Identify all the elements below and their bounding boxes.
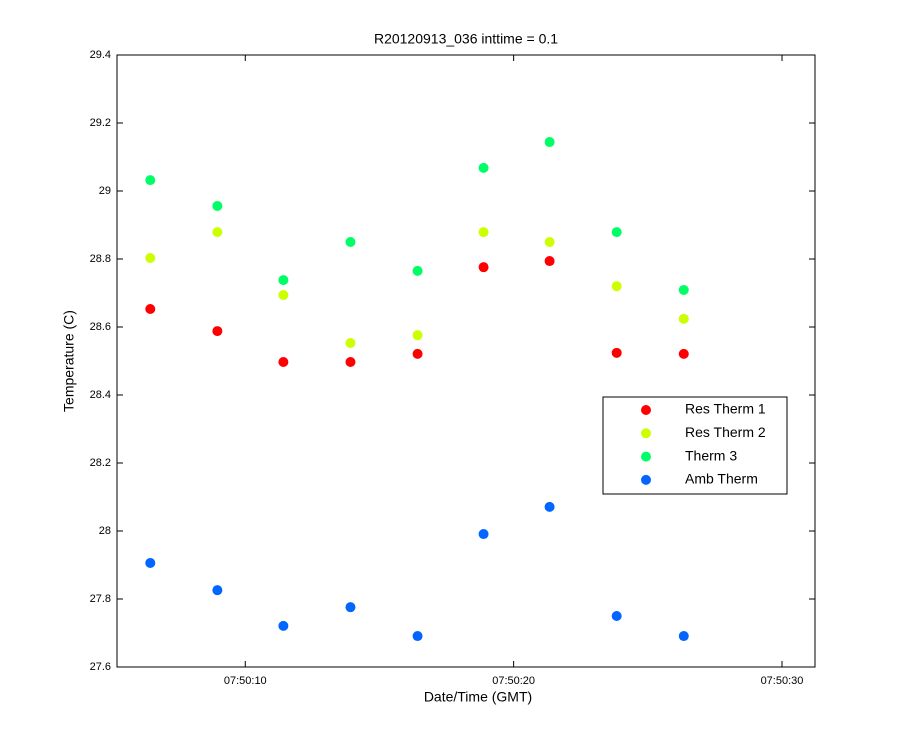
- y-tick-label: 29: [99, 185, 111, 197]
- point: [478, 227, 489, 238]
- point: [611, 611, 622, 621]
- point: [212, 326, 223, 337]
- point: [212, 200, 223, 211]
- legend-label: Res Therm 2: [685, 424, 766, 440]
- point: [412, 265, 423, 276]
- legend-marker: [641, 405, 651, 415]
- y-tick-label: 28.2: [90, 457, 111, 469]
- legend-label: Therm 3: [685, 447, 737, 463]
- point: [678, 313, 689, 324]
- point: [145, 303, 156, 314]
- legend-marker: [641, 474, 651, 485]
- point: [611, 347, 622, 358]
- point: [145, 252, 156, 263]
- y-tick-label: 29.4: [90, 49, 111, 61]
- y-tick-label: 28.8: [90, 253, 111, 265]
- y-tick-label: 28.6: [90, 321, 111, 333]
- y-tick-label: 29.2: [90, 117, 111, 129]
- y-tick-label: 28: [99, 525, 111, 537]
- point: [544, 256, 555, 267]
- point: [212, 227, 223, 238]
- legend-marker: [641, 428, 651, 439]
- chart-title: R20120913_036 inttime = 0.1: [374, 31, 558, 47]
- x-tick-label: 07:50:30: [761, 675, 804, 687]
- point: [678, 348, 689, 359]
- point: [145, 557, 156, 568]
- legend-marker: [641, 451, 651, 462]
- point: [544, 501, 555, 512]
- point: [278, 620, 289, 631]
- point: [278, 275, 289, 286]
- point: [544, 137, 555, 148]
- point: [345, 357, 356, 368]
- point: [412, 631, 423, 642]
- point: [345, 602, 356, 613]
- point: [412, 348, 423, 359]
- point: [544, 237, 555, 247]
- point: [278, 290, 289, 301]
- point: [478, 262, 489, 273]
- point: [611, 227, 622, 238]
- point: [478, 162, 489, 173]
- legend-label: Res Therm 1: [685, 401, 766, 417]
- x-tick-label: 07:50:10: [224, 675, 267, 687]
- point: [478, 529, 489, 540]
- y-tick-label: 27.8: [90, 593, 111, 605]
- point: [678, 631, 689, 642]
- point: [145, 175, 156, 186]
- x-axis-label: Date/Time (GMT): [424, 689, 532, 705]
- y-tick-label: 27.6: [90, 661, 111, 673]
- point: [212, 585, 223, 596]
- point: [345, 237, 356, 247]
- point: [611, 281, 622, 292]
- point: [412, 330, 423, 341]
- plot-area: [116, 54, 816, 668]
- x-tick-label: 07:50:20: [492, 675, 535, 687]
- point: [678, 284, 689, 295]
- y-tick-label: 28.4: [90, 389, 111, 401]
- y-axis-label: Temperature (C): [61, 310, 77, 412]
- legend-label: Amb Therm: [685, 471, 758, 487]
- point: [278, 357, 289, 368]
- legend-box: [602, 396, 788, 495]
- point: [345, 337, 356, 348]
